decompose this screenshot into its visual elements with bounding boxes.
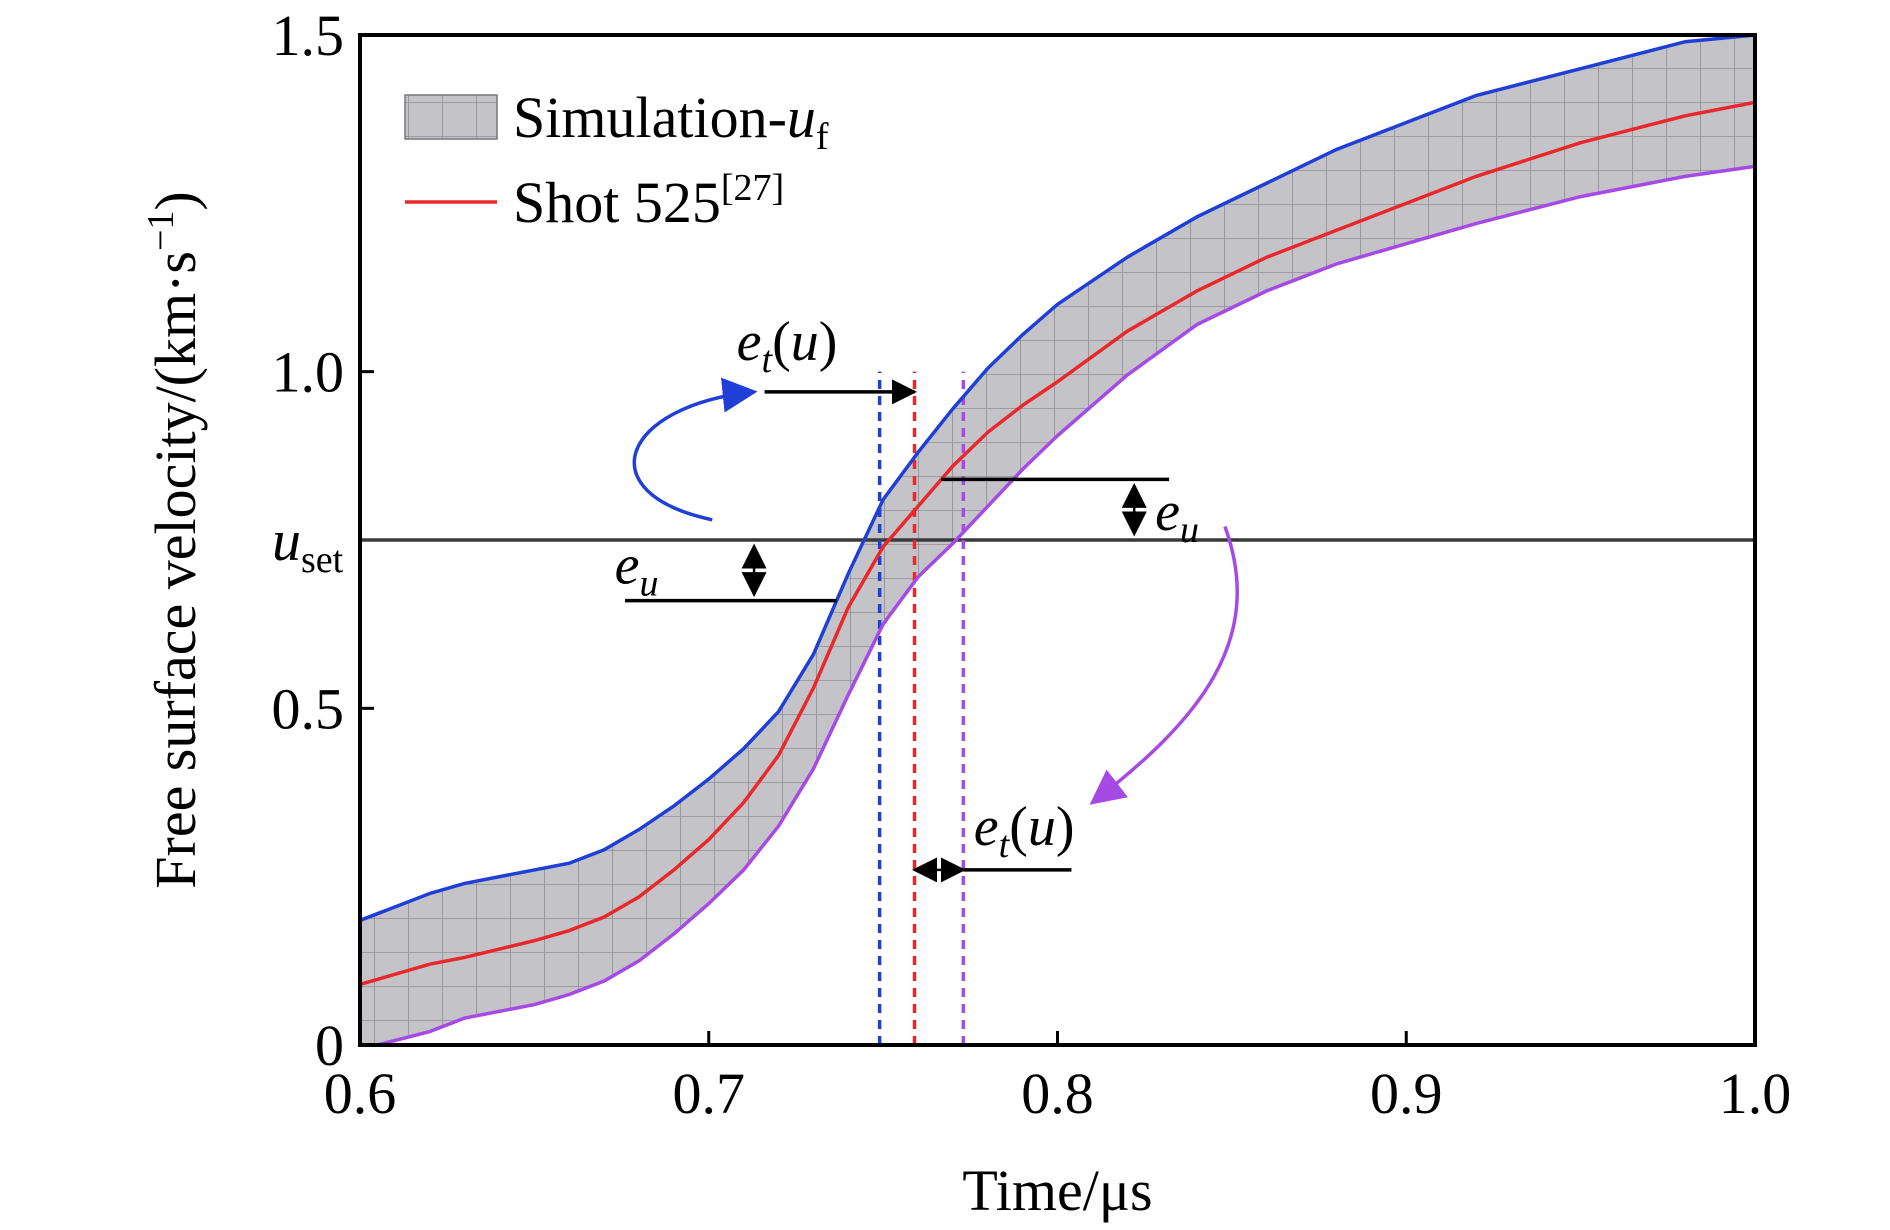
legend-simulation-label: Simulation-uf xyxy=(513,85,829,158)
x-axis-label: Time/μs xyxy=(962,1158,1152,1223)
legend-shot-label: Shot 525[27] xyxy=(513,167,784,235)
shot-525-line xyxy=(360,100,1755,987)
lower-bound-line xyxy=(377,164,1755,1045)
x-tick-label: 0.7 xyxy=(673,1061,746,1126)
y-tick-label: 0 xyxy=(315,1013,344,1078)
upper-bound-line xyxy=(360,35,1755,923)
x-tick-label: 0.8 xyxy=(1021,1061,1094,1126)
e-t-lower-label: et(u) xyxy=(974,796,1075,866)
x-tick-label: 0.9 xyxy=(1370,1061,1443,1126)
y-tick-label: 1.5 xyxy=(272,3,345,68)
y-tick-label: 0.5 xyxy=(272,676,345,741)
legend-band-swatch xyxy=(404,94,498,140)
e-u-right-label: eu xyxy=(1155,481,1199,551)
x-tick-label: 1.0 xyxy=(1719,1061,1792,1126)
purple-curved-arrow xyxy=(1089,525,1239,805)
blue-curved-arrow xyxy=(632,377,758,522)
e-t-upper-label: et(u) xyxy=(737,311,838,381)
e-u-left-label: eu xyxy=(615,535,659,605)
plot-area xyxy=(360,35,1755,1045)
y-axis-label: Free surface velocity/(km·s−1) xyxy=(140,191,208,889)
simulation-band xyxy=(360,35,1755,1045)
x-tick-label: 0.6 xyxy=(324,1061,397,1126)
u-set-label: uset xyxy=(272,508,344,581)
y-tick-label: 1.0 xyxy=(272,340,345,405)
